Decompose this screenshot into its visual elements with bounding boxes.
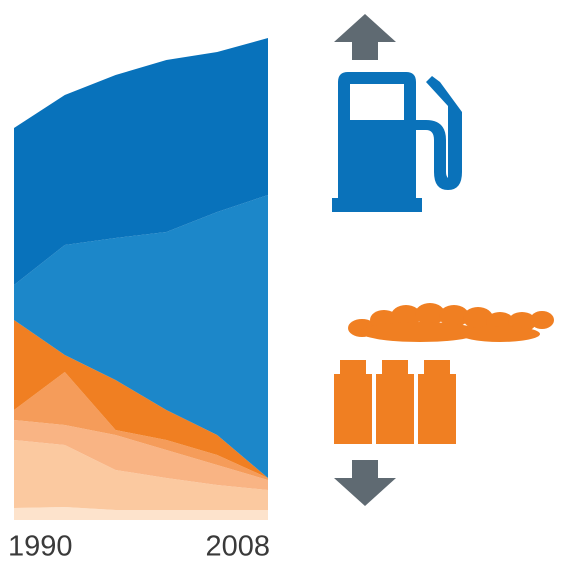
area bbox=[14, 372, 268, 480]
plot-area bbox=[14, 38, 268, 520]
down-arrow bbox=[334, 460, 396, 506]
area bbox=[14, 195, 268, 478]
x-tick-label: 1990 bbox=[8, 531, 73, 563]
smoke bbox=[348, 303, 554, 342]
area bbox=[14, 440, 268, 510]
fuel-pump-icon bbox=[332, 72, 462, 212]
area bbox=[14, 420, 268, 490]
area bbox=[14, 38, 268, 285]
up-arrow bbox=[334, 14, 396, 60]
area bbox=[14, 320, 268, 478]
x-tick-label: 2008 bbox=[205, 531, 270, 563]
factory-icon bbox=[334, 360, 456, 444]
area bbox=[14, 507, 268, 520]
